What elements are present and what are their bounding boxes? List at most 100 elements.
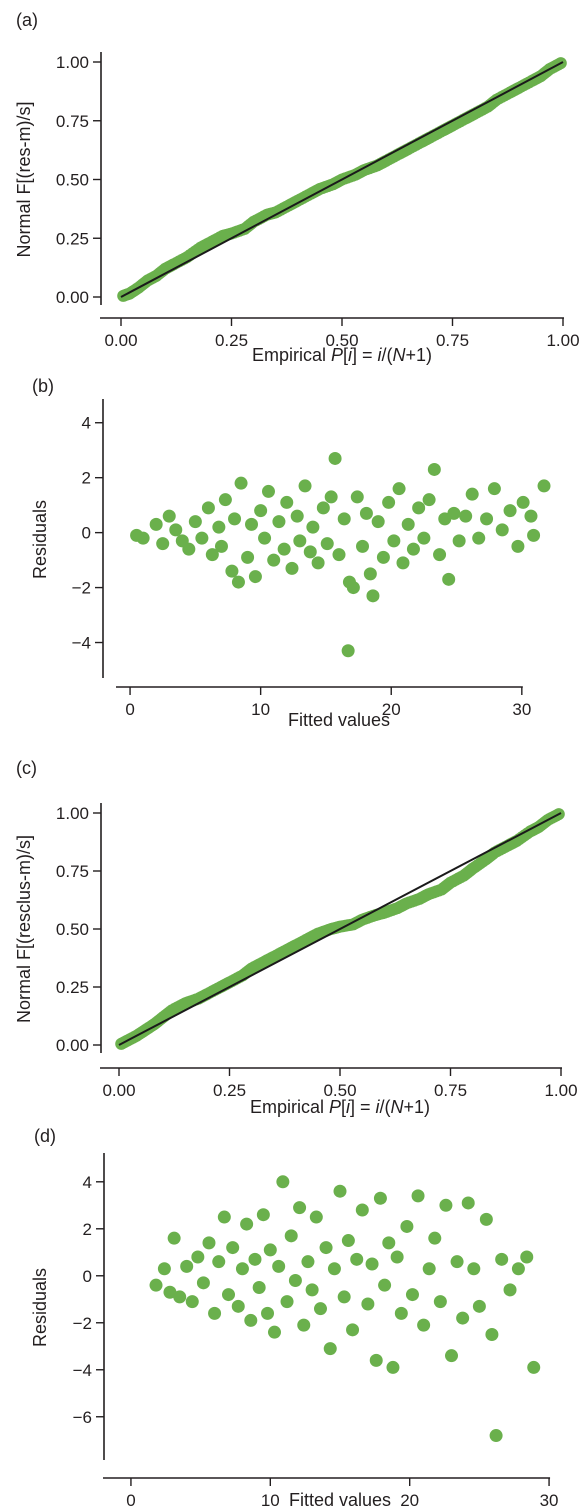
data-point (225, 564, 239, 578)
data-point (313, 1302, 327, 1316)
data-point (285, 561, 299, 575)
data-point (185, 1295, 199, 1309)
data-point (217, 1210, 231, 1224)
data-point (261, 484, 275, 498)
data-point (365, 1257, 379, 1271)
data-point (328, 451, 342, 465)
data-point (293, 1201, 307, 1215)
data-point (248, 570, 262, 584)
data-point (234, 476, 248, 490)
x-tick-label: 10 (261, 1491, 280, 1510)
panel-a: (a) 0.00 0.25 0.50 0.75 1.00 0.00 0.25 0.50 0.75 1… (14, 10, 580, 365)
x-tick-label: 1.00 (546, 331, 579, 350)
data-point (214, 539, 228, 553)
data-point (467, 1262, 481, 1276)
data-point (337, 512, 351, 526)
x-axis-title: Empirical P[i] = i/(N+1) (252, 345, 432, 365)
x-tick-label: 10 (251, 700, 270, 719)
data-point (527, 528, 541, 542)
y-tick-label: 0.25 (56, 229, 89, 248)
data-point (182, 542, 196, 556)
data-point (417, 1318, 431, 1332)
data-point (480, 512, 494, 526)
data-point (461, 1196, 475, 1210)
data-point (350, 1252, 364, 1266)
data-point (355, 1203, 369, 1217)
y-tick-label: 4 (82, 414, 91, 433)
data-point (162, 509, 176, 523)
data-point (382, 495, 396, 509)
y-axis-title: Normal F[(resclus-m)/s] (14, 835, 34, 1023)
data-point (188, 515, 202, 529)
y-tick-label: 0.75 (56, 862, 89, 881)
panel-label: (a) (16, 10, 38, 30)
data-point (324, 490, 338, 504)
data-point (363, 567, 377, 581)
x-tick-label: 20 (400, 1491, 419, 1510)
x-tick-label: 0.00 (104, 331, 137, 350)
data-point (487, 482, 501, 496)
data-point (387, 534, 401, 548)
data-point (156, 537, 170, 551)
y-tick-label: 0.50 (56, 171, 89, 190)
data-point (459, 509, 473, 523)
data-point (346, 581, 360, 595)
data-point (376, 550, 390, 564)
x-tick-label: 30 (540, 1491, 559, 1510)
data-point (149, 1278, 163, 1292)
data-point (212, 520, 226, 534)
data-point (149, 517, 163, 531)
data-point (417, 531, 431, 545)
x-tick-label: 30 (512, 700, 531, 719)
data-point (428, 1231, 442, 1245)
data-point (252, 1281, 266, 1295)
data-point (319, 1241, 333, 1255)
y-tick-label: 0.00 (56, 1036, 89, 1055)
y-tick-label: −4 (72, 634, 91, 653)
data-point (333, 1184, 347, 1198)
data-point (427, 462, 441, 476)
data-point (245, 517, 259, 531)
data-point (267, 553, 281, 567)
y-tick-label: −4 (73, 1361, 92, 1380)
x-tick-label: 0.50 (325, 331, 358, 350)
y-tick-label: 2 (82, 469, 91, 488)
x-tick-label: 0.75 (436, 331, 469, 350)
data-point (272, 515, 286, 529)
x-tick-label: 0.25 (213, 1081, 246, 1100)
data-point (280, 1295, 294, 1309)
data-point (244, 1313, 258, 1327)
data-point (382, 1236, 396, 1250)
reference-line (120, 61, 564, 298)
data-point (157, 1262, 171, 1276)
panel-c: (c) 0.00 0.25 0.50 0.75 1.00 0.00 0.25 0.50 0.75 1… (14, 758, 578, 1117)
data-point (309, 1210, 323, 1224)
y-axis-title: Normal F[(res-m)/s] (14, 102, 34, 258)
panel-label: (b) (32, 376, 54, 396)
data-point (337, 1290, 351, 1304)
data-point (422, 493, 436, 507)
x-tick-label: 0.50 (323, 1081, 356, 1100)
data-point (201, 501, 215, 515)
x-axis-title: Fitted values (289, 1490, 391, 1510)
data-point (472, 531, 486, 545)
y-tick-label: −2 (72, 579, 91, 598)
y-tick-label: −6 (73, 1408, 92, 1427)
data-point (293, 534, 307, 548)
data-point (301, 1255, 315, 1269)
data-point (298, 479, 312, 493)
data-point (191, 1250, 205, 1264)
data-point (489, 1429, 503, 1443)
data-point (231, 1299, 245, 1313)
data-point (394, 1306, 408, 1320)
data-point (195, 531, 209, 545)
data-point (180, 1259, 194, 1273)
data-point (341, 644, 355, 658)
data-point (202, 1236, 216, 1250)
data-point (378, 1278, 392, 1292)
data-point (280, 495, 294, 509)
panel-d: (d) −6 −4 −2 0 2 4 0 10 20 30 Residuals Fitted value… (30, 1126, 559, 1510)
y-tick-label: 0 (83, 1267, 92, 1286)
data-point (412, 501, 426, 515)
data-point (276, 1175, 290, 1189)
